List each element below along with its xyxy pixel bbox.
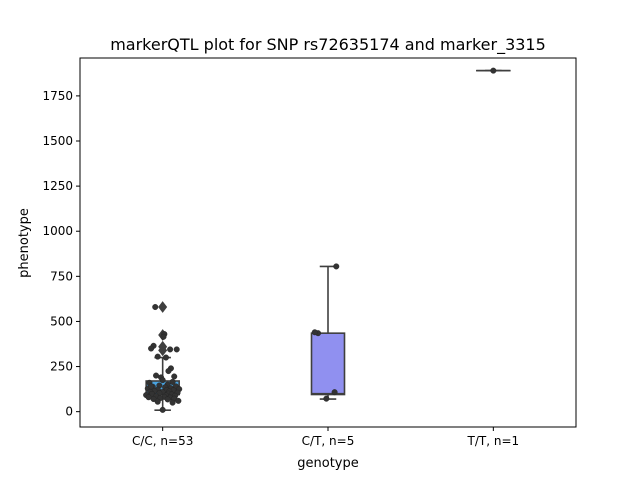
data-point	[145, 394, 152, 401]
y-tick-label: 0	[65, 405, 73, 419]
x-axis: C/C, n=53 C/T, n=5 T/T, n=1	[132, 427, 519, 448]
data-point	[159, 377, 166, 384]
data-point	[162, 354, 169, 361]
data-point	[152, 304, 159, 311]
box-group	[476, 67, 511, 74]
data-point	[175, 397, 182, 404]
y-axis-label: phenotype	[17, 208, 32, 278]
data-point	[164, 396, 171, 403]
y-tick-label: 250	[50, 360, 73, 374]
data-point	[150, 396, 157, 403]
data-point	[154, 398, 161, 405]
chart-title: markerQTL plot for SNP rs72635174 and ma…	[110, 35, 546, 55]
data-point	[333, 263, 340, 270]
x-tick-label: C/T, n=5	[302, 434, 355, 448]
data-point	[148, 345, 155, 352]
data-point	[160, 333, 167, 340]
data-point	[165, 368, 172, 375]
data-point	[331, 389, 338, 396]
data-point	[159, 406, 166, 413]
data-point	[171, 373, 178, 380]
box	[310, 332, 346, 396]
data-point	[154, 353, 161, 360]
y-tick-label: 1000	[42, 224, 73, 238]
data-point	[173, 346, 180, 353]
data-point	[153, 372, 160, 379]
x-tick-label: T/T, n=1	[467, 434, 520, 448]
box-group	[143, 301, 183, 413]
outlier-marker	[158, 340, 168, 353]
y-tick-label: 1250	[42, 179, 73, 193]
y-tick-label: 1500	[42, 134, 73, 148]
y-tick-label: 1750	[42, 89, 73, 103]
outlier-marker	[158, 301, 168, 313]
y-axis: 0 250 500 750 1000 1250 1500 1750	[42, 89, 80, 419]
y-tick-label: 750	[50, 269, 73, 283]
x-axis-label: genotype	[297, 456, 358, 471]
data-point	[490, 67, 497, 74]
plot-area	[143, 67, 511, 413]
box-group	[310, 263, 346, 402]
data-point	[169, 378, 176, 385]
y-tick-label: 500	[50, 314, 73, 328]
data-point	[148, 383, 155, 390]
data-point	[311, 329, 318, 336]
x-tick-label: C/C, n=53	[132, 434, 193, 448]
data-point	[169, 399, 176, 406]
data-point	[167, 346, 174, 353]
data-point	[323, 395, 330, 402]
